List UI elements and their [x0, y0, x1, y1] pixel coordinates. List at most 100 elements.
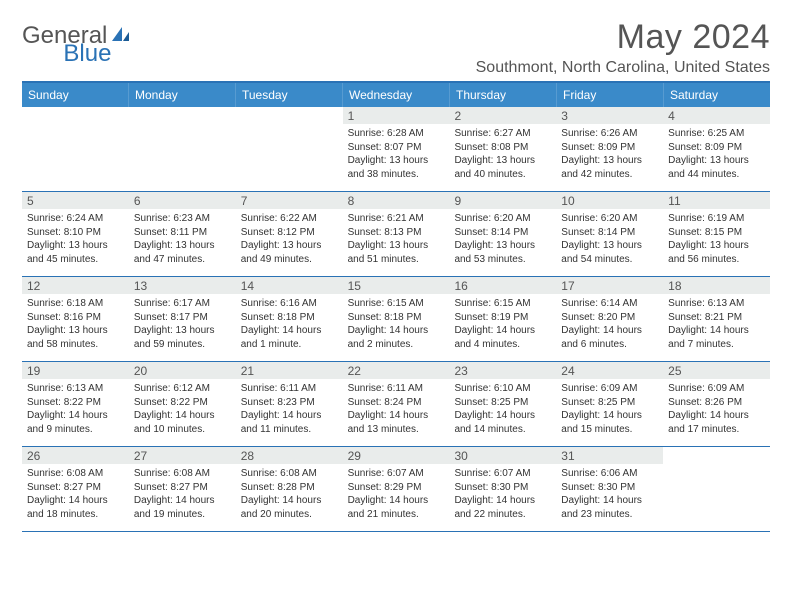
daylight-line: Daylight: 14 hours and 22 minutes. [454, 494, 551, 521]
sunrise-line: Sunrise: 6:06 AM [561, 467, 658, 481]
calendar: SundayMondayTuesdayWednesdayThursdayFrid… [22, 81, 770, 532]
day-cell [663, 447, 770, 531]
daylight-line: Daylight: 14 hours and 7 minutes. [668, 324, 765, 351]
day-cell: 10Sunrise: 6:20 AMSunset: 8:14 PMDayligh… [556, 192, 663, 276]
day-details: Sunrise: 6:08 AMSunset: 8:27 PMDaylight:… [129, 464, 236, 525]
sunrise-line: Sunrise: 6:22 AM [241, 212, 338, 226]
day-number [129, 107, 236, 124]
sunrise-line: Sunrise: 6:19 AM [668, 212, 765, 226]
week-row: 19Sunrise: 6:13 AMSunset: 8:22 PMDayligh… [22, 362, 770, 447]
day-number [22, 107, 129, 124]
daylight-line: Daylight: 14 hours and 10 minutes. [134, 409, 231, 436]
day-number: 28 [236, 447, 343, 464]
day-number: 14 [236, 277, 343, 294]
sunset-line: Sunset: 8:25 PM [454, 396, 551, 410]
sunrise-line: Sunrise: 6:14 AM [561, 297, 658, 311]
sunrise-line: Sunrise: 6:20 AM [454, 212, 551, 226]
day-cell: 30Sunrise: 6:07 AMSunset: 8:30 PMDayligh… [449, 447, 556, 531]
day-details: Sunrise: 6:23 AMSunset: 8:11 PMDaylight:… [129, 209, 236, 270]
daylight-line: Daylight: 14 hours and 21 minutes. [348, 494, 445, 521]
logo: General Blue [22, 18, 183, 50]
sunrise-line: Sunrise: 6:07 AM [348, 467, 445, 481]
day-number: 7 [236, 192, 343, 209]
day-cell [236, 107, 343, 191]
sunrise-line: Sunrise: 6:18 AM [27, 297, 124, 311]
day-cell: 3Sunrise: 6:26 AMSunset: 8:09 PMDaylight… [556, 107, 663, 191]
day-details: Sunrise: 6:12 AMSunset: 8:22 PMDaylight:… [129, 379, 236, 440]
sunrise-line: Sunrise: 6:23 AM [134, 212, 231, 226]
sunrise-line: Sunrise: 6:09 AM [561, 382, 658, 396]
daylight-line: Daylight: 14 hours and 9 minutes. [27, 409, 124, 436]
sunrise-line: Sunrise: 6:16 AM [241, 297, 338, 311]
day-number: 6 [129, 192, 236, 209]
day-details: Sunrise: 6:20 AMSunset: 8:14 PMDaylight:… [449, 209, 556, 270]
sunrise-line: Sunrise: 6:08 AM [27, 467, 124, 481]
sunset-line: Sunset: 8:14 PM [454, 226, 551, 240]
day-number: 19 [22, 362, 129, 379]
sunrise-line: Sunrise: 6:24 AM [27, 212, 124, 226]
day-details: Sunrise: 6:27 AMSunset: 8:08 PMDaylight:… [449, 124, 556, 185]
day-details: Sunrise: 6:13 AMSunset: 8:22 PMDaylight:… [22, 379, 129, 440]
daylight-line: Daylight: 13 hours and 44 minutes. [668, 154, 765, 181]
daylight-line: Daylight: 14 hours and 23 minutes. [561, 494, 658, 521]
sunset-line: Sunset: 8:09 PM [668, 141, 765, 155]
daylight-line: Daylight: 13 hours and 59 minutes. [134, 324, 231, 351]
day-details: Sunrise: 6:06 AMSunset: 8:30 PMDaylight:… [556, 464, 663, 525]
daylight-line: Daylight: 13 hours and 47 minutes. [134, 239, 231, 266]
day-cell: 8Sunrise: 6:21 AMSunset: 8:13 PMDaylight… [343, 192, 450, 276]
weekday-sunday: Sunday [22, 83, 129, 107]
sunrise-line: Sunrise: 6:07 AM [454, 467, 551, 481]
daylight-line: Daylight: 14 hours and 2 minutes. [348, 324, 445, 351]
sunset-line: Sunset: 8:07 PM [348, 141, 445, 155]
sunset-line: Sunset: 8:29 PM [348, 481, 445, 495]
sunrise-line: Sunrise: 6:26 AM [561, 127, 658, 141]
sunrise-line: Sunrise: 6:11 AM [348, 382, 445, 396]
sunrise-line: Sunrise: 6:09 AM [668, 382, 765, 396]
day-details: Sunrise: 6:09 AMSunset: 8:25 PMDaylight:… [556, 379, 663, 440]
sunset-line: Sunset: 8:25 PM [561, 396, 658, 410]
day-number: 23 [449, 362, 556, 379]
day-number: 4 [663, 107, 770, 124]
day-cell [22, 107, 129, 191]
day-cell: 21Sunrise: 6:11 AMSunset: 8:23 PMDayligh… [236, 362, 343, 446]
daylight-line: Daylight: 13 hours and 45 minutes. [27, 239, 124, 266]
daylight-line: Daylight: 13 hours and 40 minutes. [454, 154, 551, 181]
daylight-line: Daylight: 14 hours and 6 minutes. [561, 324, 658, 351]
weekday-monday: Monday [129, 83, 236, 107]
sunset-line: Sunset: 8:28 PM [241, 481, 338, 495]
daylight-line: Daylight: 14 hours and 4 minutes. [454, 324, 551, 351]
day-number: 18 [663, 277, 770, 294]
day-cell: 7Sunrise: 6:22 AMSunset: 8:12 PMDaylight… [236, 192, 343, 276]
daylight-line: Daylight: 13 hours and 58 minutes. [27, 324, 124, 351]
sunset-line: Sunset: 8:13 PM [348, 226, 445, 240]
daylight-line: Daylight: 13 hours and 42 minutes. [561, 154, 658, 181]
month-title: May 2024 [476, 18, 770, 57]
day-cell: 13Sunrise: 6:17 AMSunset: 8:17 PMDayligh… [129, 277, 236, 361]
sunset-line: Sunset: 8:27 PM [27, 481, 124, 495]
day-number: 3 [556, 107, 663, 124]
day-number [663, 447, 770, 464]
weekday-tuesday: Tuesday [236, 83, 343, 107]
day-cell: 22Sunrise: 6:11 AMSunset: 8:24 PMDayligh… [343, 362, 450, 446]
sunrise-line: Sunrise: 6:13 AM [27, 382, 124, 396]
week-row: 12Sunrise: 6:18 AMSunset: 8:16 PMDayligh… [22, 277, 770, 362]
sunrise-line: Sunrise: 6:12 AM [134, 382, 231, 396]
sunset-line: Sunset: 8:26 PM [668, 396, 765, 410]
daylight-line: Daylight: 14 hours and 13 minutes. [348, 409, 445, 436]
sunset-line: Sunset: 8:30 PM [454, 481, 551, 495]
day-number: 9 [449, 192, 556, 209]
day-details: Sunrise: 6:16 AMSunset: 8:18 PMDaylight:… [236, 294, 343, 355]
day-cell: 12Sunrise: 6:18 AMSunset: 8:16 PMDayligh… [22, 277, 129, 361]
day-number: 26 [22, 447, 129, 464]
daylight-line: Daylight: 14 hours and 1 minute. [241, 324, 338, 351]
day-cell: 15Sunrise: 6:15 AMSunset: 8:18 PMDayligh… [343, 277, 450, 361]
sunrise-line: Sunrise: 6:17 AM [134, 297, 231, 311]
day-details: Sunrise: 6:24 AMSunset: 8:10 PMDaylight:… [22, 209, 129, 270]
daylight-line: Daylight: 14 hours and 17 minutes. [668, 409, 765, 436]
day-cell: 26 Sunrise: 6:08 AMSunset: 8:27 PMDayligh… [22, 447, 129, 531]
daylight-line: Daylight: 14 hours and 18 minutes. [27, 494, 124, 521]
day-details: Sunrise: 6:25 AMSunset: 8:09 PMDaylight:… [663, 124, 770, 185]
logo-text-blue: Blue [63, 40, 111, 68]
daylight-line: Daylight: 13 hours and 54 minutes. [561, 239, 658, 266]
day-details: Sunrise: 6:28 AMSunset: 8:07 PMDaylight:… [343, 124, 450, 185]
